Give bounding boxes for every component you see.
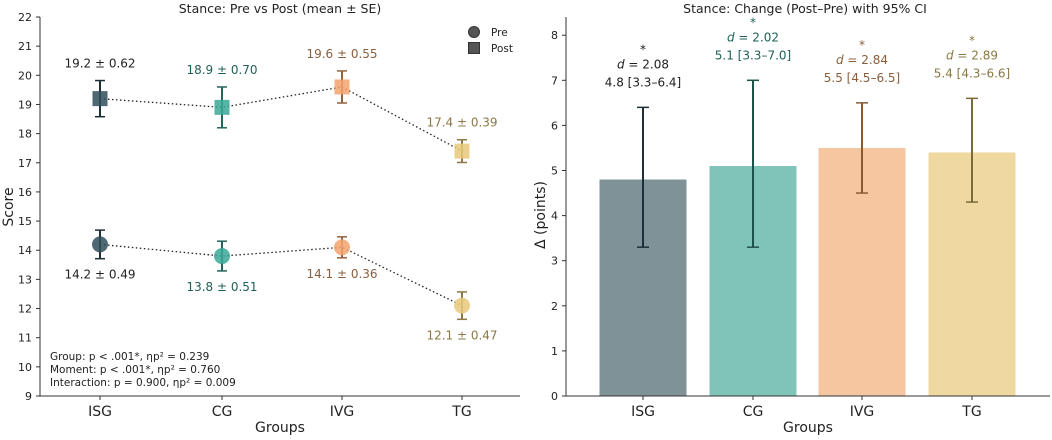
stat-annotation-group: Group: p < .001*, ηp² = 0.239 xyxy=(50,351,209,363)
effect-size-value: = 2.89 xyxy=(954,48,998,62)
post-point-tg xyxy=(454,143,470,159)
effect-size-label: d = 2.08 xyxy=(617,57,669,71)
left-y-tick-label: 11 xyxy=(18,332,32,345)
post-value-label: 19.2 ± 0.62 xyxy=(64,57,135,71)
left-y-axis-label: Score xyxy=(1,187,17,226)
legend-pre-label: Pre xyxy=(491,27,508,39)
legend: Pre Post xyxy=(468,26,513,55)
right-y-tick-label: 8 xyxy=(551,29,558,42)
right-y-tick-label: 0 xyxy=(551,390,558,403)
pre-value-label: 14.1 ± 0.36 xyxy=(306,267,377,281)
left-x-tick-label: ISG xyxy=(88,404,112,420)
left-x-tick-label: IVG xyxy=(330,404,355,420)
significance-marker: * xyxy=(859,38,865,52)
ci-label: 4.8 [3.3–6.4] xyxy=(605,75,681,89)
stat-annotation-moment: Moment: p < .001*, ηp² = 0.760 xyxy=(50,364,220,376)
pre-point-ivg xyxy=(334,239,350,256)
left-y-tick-label: 12 xyxy=(18,303,32,316)
legend-pre-marker xyxy=(468,26,480,38)
right-y-tick-label: 1 xyxy=(551,345,558,358)
left-y-tick-label: 21 xyxy=(18,40,32,53)
left-y-tick-label: 15 xyxy=(18,215,32,228)
effect-size-symbol: d xyxy=(946,48,954,62)
effect-size-value: = 2.08 xyxy=(625,57,669,71)
stat-annotation-interaction: Interaction: p = 0.900, ηp² = 0.009 xyxy=(50,377,236,389)
left-x-axis-label: Groups xyxy=(255,420,305,436)
legend-post-label: Post xyxy=(491,43,513,55)
left-y-tick-label: 10 xyxy=(18,361,32,374)
significance-marker: * xyxy=(640,42,646,56)
pre-value-label: 14.2 ± 0.49 xyxy=(64,268,135,282)
left-y-tick-label: 20 xyxy=(18,69,32,82)
effect-size-symbol: d xyxy=(617,57,625,71)
right-y-axis-label: Δ (points) xyxy=(533,181,549,249)
post-point-ivg xyxy=(334,79,350,95)
post-value-label: 17.4 ± 0.39 xyxy=(426,116,497,130)
right-y-tick-label: 6 xyxy=(551,119,558,132)
effect-size-label: d = 2.89 xyxy=(946,48,998,62)
post-point-isg xyxy=(92,91,108,107)
left-x-tick-label: CG xyxy=(212,404,233,420)
pre-value-label: 12.1 ± 0.47 xyxy=(426,328,497,342)
right-x-axis-label: Groups xyxy=(783,420,833,436)
effect-size-label: d = 2.84 xyxy=(836,53,888,67)
left-y-tick-label: 19 xyxy=(18,98,32,111)
right-x-tick-label: ISG xyxy=(631,404,655,420)
pre-point-cg xyxy=(214,248,230,265)
right-y-tick-label: 3 xyxy=(551,255,558,268)
right-x-tick-label: TG xyxy=(961,404,981,420)
effect-size-value: = 2.84 xyxy=(844,53,888,67)
left-y-tick-label: 22 xyxy=(18,11,32,24)
left-chart-title: Stance: Pre vs Post (mean ± SE) xyxy=(179,1,381,16)
pre-point-isg xyxy=(92,236,108,253)
significance-marker: * xyxy=(969,33,975,47)
post-value-label: 19.6 ± 0.55 xyxy=(306,47,377,61)
right-y-tick-label: 4 xyxy=(551,210,558,223)
post-point-cg xyxy=(214,99,230,115)
ci-label: 5.5 [4.5–6.5] xyxy=(824,71,900,85)
ci-label: 5.4 [4.3–6.6] xyxy=(934,66,1010,80)
effect-size-value: = 2.02 xyxy=(735,30,779,44)
significance-marker: * xyxy=(750,15,756,29)
ci-label: 5.1 [3.3–7.0] xyxy=(715,48,791,62)
pre-value-label: 13.8 ± 0.51 xyxy=(186,280,257,294)
left-x-tick-label: TG xyxy=(451,404,471,420)
right-x-tick-label: IVG xyxy=(850,404,875,420)
effect-size-symbol: d xyxy=(836,53,844,67)
left-y-tick-label: 9 xyxy=(25,390,32,403)
pre-series-line xyxy=(99,243,463,307)
right-x-tick-label: CG xyxy=(743,404,764,420)
left-y-tick-label: 16 xyxy=(18,186,32,199)
left-y-tick-label: 18 xyxy=(18,128,32,141)
pre-point-tg xyxy=(454,297,470,314)
legend-post-marker xyxy=(468,42,480,54)
post-value-label: 18.9 ± 0.70 xyxy=(186,63,257,77)
left-y-tick-label: 17 xyxy=(18,157,32,170)
effect-size-symbol: d xyxy=(727,30,735,44)
right-y-tick-label: 7 xyxy=(551,74,558,87)
right-y-tick-label: 5 xyxy=(551,165,558,178)
left-y-tick-label: 14 xyxy=(18,244,32,257)
post-series-line xyxy=(99,86,463,152)
left-y-tick-label: 13 xyxy=(18,273,32,286)
effect-size-label: d = 2.02 xyxy=(727,30,779,44)
right-y-tick-label: 2 xyxy=(551,300,558,313)
right-chart-title: Stance: Change (Post–Pre) with 95% CI xyxy=(683,1,927,16)
